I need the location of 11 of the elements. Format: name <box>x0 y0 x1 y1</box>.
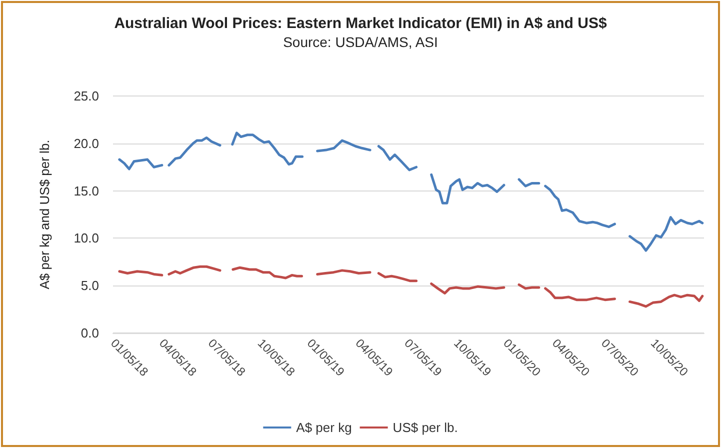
chart-title: Australian Wool Prices: Eastern Market Indicator (EMI) in A$ and US$ <box>114 15 608 32</box>
legend-label: A$ per kg <box>296 420 352 435</box>
chart-subtitle: Source: USDA/AMS, ASI <box>283 34 438 50</box>
y-tick-label: 5.0 <box>80 278 99 294</box>
y-tick-label: 25.0 <box>74 88 99 104</box>
y-tick-label: 10.0 <box>74 230 99 246</box>
y-tick-label: 15.0 <box>74 183 99 198</box>
y-axis-title: A$ per kg and US$ per lb. <box>37 140 52 290</box>
y-tick-label: 0.0 <box>80 326 99 340</box>
y-tick-label: 20.0 <box>74 136 99 151</box>
legend-label: US$ per lb. <box>392 420 458 435</box>
